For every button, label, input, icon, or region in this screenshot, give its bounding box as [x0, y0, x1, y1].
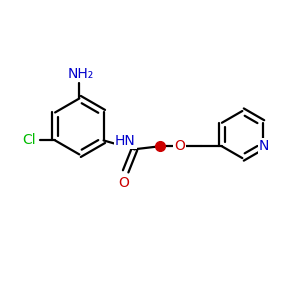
Text: NH₂: NH₂ [68, 67, 94, 81]
Text: O: O [174, 139, 185, 153]
Text: HN: HN [115, 134, 136, 148]
Text: O: O [119, 176, 130, 190]
Text: N: N [259, 139, 269, 153]
Text: Cl: Cl [22, 134, 36, 147]
